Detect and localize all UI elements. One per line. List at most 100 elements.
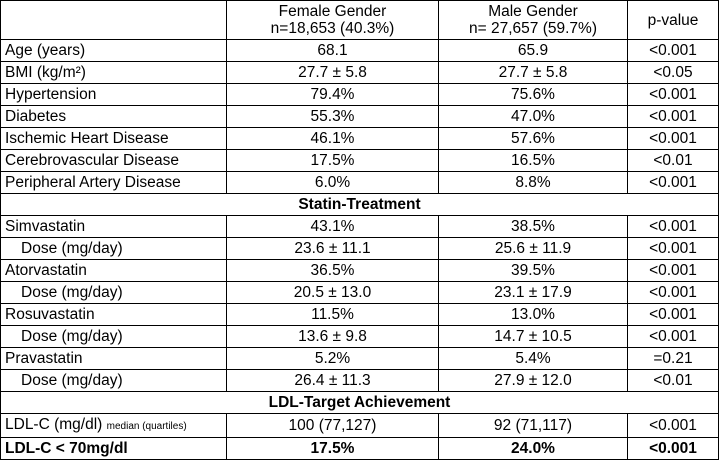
male-gender-header: Male Gender n= 27,657 (59.7%): [438, 0, 628, 40]
row-label: Peripheral Artery Disease: [0, 171, 227, 194]
female-value: 26.4 ± 11.3: [226, 369, 439, 392]
table-row: Rosuvastatin 11.5% 13.0% <0.001: [0, 303, 719, 326]
section-header-row: Statin-Treatment: [0, 193, 719, 216]
p-value: <0.001: [627, 259, 719, 282]
male-value: 5.4%: [438, 347, 628, 370]
row-label: Dose (mg/day): [0, 281, 227, 304]
male-value: 57.6%: [438, 127, 628, 150]
ldl-target-section-title: LDL-Target Achievement: [0, 391, 719, 414]
female-value: 27.7 ± 5.8: [226, 61, 439, 84]
row-label: Ischemic Heart Disease: [0, 127, 227, 150]
row-label: Dose (mg/day): [0, 325, 227, 348]
p-value: <0.05: [627, 61, 719, 84]
female-header-title: Female Gender: [278, 3, 387, 20]
row-label: Simvastatin: [0, 215, 227, 238]
header-empty-cell: [0, 0, 227, 40]
table-row: Ischemic Heart Disease 46.1% 57.6% <0.00…: [0, 127, 719, 150]
p-value: <0.001: [627, 105, 719, 128]
table-row: Cerebrovascular Disease 17.5% 16.5% <0.0…: [0, 149, 719, 172]
male-value: 13.0%: [438, 303, 628, 326]
p-value: =0.21: [627, 347, 719, 370]
female-value: 5.2%: [226, 347, 439, 370]
male-header-count: n= 27,657 (59.7%): [469, 20, 597, 37]
row-label: Hypertension: [0, 83, 227, 106]
section-header-row: LDL-Target Achievement: [0, 391, 719, 414]
p-value: <0.001: [627, 215, 719, 238]
male-value: 14.7 ± 10.5: [438, 325, 628, 348]
table-row: Atorvastatin 36.5% 39.5% <0.001: [0, 259, 719, 282]
statin-treatment-section-title: Statin-Treatment: [0, 193, 719, 216]
row-label: LDL-C (mg/dl) median (quartiles): [0, 413, 227, 438]
female-value: 11.5%: [226, 303, 439, 326]
male-value: 25.6 ± 11.9: [438, 237, 628, 260]
table-row: LDL-C < 70mg/dl 17.5% 24.0% <0.001: [0, 437, 719, 460]
ldl-label-note: median (quartiles): [106, 421, 187, 432]
table-row: Dose (mg/day) 26.4 ± 11.3 27.9 ± 12.0 <0…: [0, 369, 719, 392]
row-label: Dose (mg/day): [0, 369, 227, 392]
table-row: Hypertension 79.4% 75.6% <0.001: [0, 83, 719, 106]
ldl-label: LDL-C (mg/dl): [5, 416, 103, 433]
male-value: 75.6%: [438, 83, 628, 106]
male-value: 92 (71,117): [438, 413, 628, 438]
male-value: 38.5%: [438, 215, 628, 238]
table-row: Dose (mg/day) 13.6 ± 9.8 14.7 ± 10.5 <0.…: [0, 325, 719, 348]
p-value: <0.001: [627, 281, 719, 304]
female-value: 46.1%: [226, 127, 439, 150]
male-value: 65.9: [438, 39, 628, 62]
p-value: <0.001: [627, 127, 719, 150]
row-label: Pravastatin: [0, 347, 227, 370]
table-row: Age (years) 68.1 65.9 <0.001: [0, 39, 719, 62]
male-header-title: Male Gender: [488, 3, 578, 20]
p-value: <0.01: [627, 369, 719, 392]
row-label: Atorvastatin: [0, 259, 227, 282]
p-value: <0.001: [627, 413, 719, 438]
table-row: Pravastatin 5.2% 5.4% =0.21: [0, 347, 719, 370]
female-value: 20.5 ± 13.0: [226, 281, 439, 304]
row-label: Dose (mg/day): [0, 237, 227, 260]
p-value: <0.001: [627, 325, 719, 348]
row-label: Diabetes: [0, 105, 227, 128]
male-value: 47.0%: [438, 105, 628, 128]
table-row: Diabetes 55.3% 47.0% <0.001: [0, 105, 719, 128]
p-value: <0.01: [627, 149, 719, 172]
table-row: Simvastatin 43.1% 38.5% <0.001: [0, 215, 719, 238]
male-value: 8.8%: [438, 171, 628, 194]
p-value: <0.001: [627, 39, 719, 62]
table-row: Dose (mg/day) 23.6 ± 11.1 25.6 ± 11.9 <0…: [0, 237, 719, 260]
female-value: 100 (77,127): [226, 413, 439, 438]
row-label: BMI (kg/m²): [0, 61, 227, 84]
p-value: <0.001: [627, 303, 719, 326]
male-value: 23.1 ± 17.9: [438, 281, 628, 304]
male-value: 16.5%: [438, 149, 628, 172]
female-value: 43.1%: [226, 215, 439, 238]
female-value: 17.5%: [226, 149, 439, 172]
p-value: <0.001: [627, 83, 719, 106]
female-value: 23.6 ± 11.1: [226, 237, 439, 260]
row-label: Age (years): [0, 39, 227, 62]
female-value: 79.4%: [226, 83, 439, 106]
female-value: 36.5%: [226, 259, 439, 282]
male-value: 27.7 ± 5.8: [438, 61, 628, 84]
p-value: <0.001: [627, 237, 719, 260]
row-label: Rosuvastatin: [0, 303, 227, 326]
table-row: Peripheral Artery Disease 6.0% 8.8% <0.0…: [0, 171, 719, 194]
female-value: 13.6 ± 9.8: [226, 325, 439, 348]
p-value: <0.001: [627, 437, 719, 460]
male-value: 24.0%: [438, 437, 628, 460]
table-row: LDL-C (mg/dl) median (quartiles) 100 (77…: [0, 413, 719, 438]
male-value: 27.9 ± 12.0: [438, 369, 628, 392]
table-row: BMI (kg/m²) 27.7 ± 5.8 27.7 ± 5.8 <0.05: [0, 61, 719, 84]
pvalue-header: p-value: [627, 0, 719, 40]
table-row: Dose (mg/day) 20.5 ± 13.0 23.1 ± 17.9 <0…: [0, 281, 719, 304]
female-value: 68.1: [226, 39, 439, 62]
table-header-row: Female Gender n=18,653 (40.3%) Male Gend…: [0, 0, 719, 40]
female-value: 55.3%: [226, 105, 439, 128]
female-header-count: n=18,653 (40.3%): [270, 20, 395, 37]
row-label: LDL-C < 70mg/dl: [0, 437, 227, 460]
female-value: 17.5%: [226, 437, 439, 460]
female-value: 6.0%: [226, 171, 439, 194]
p-value: <0.001: [627, 171, 719, 194]
female-gender-header: Female Gender n=18,653 (40.3%): [226, 0, 439, 40]
row-label: Cerebrovascular Disease: [0, 149, 227, 172]
male-value: 39.5%: [438, 259, 628, 282]
